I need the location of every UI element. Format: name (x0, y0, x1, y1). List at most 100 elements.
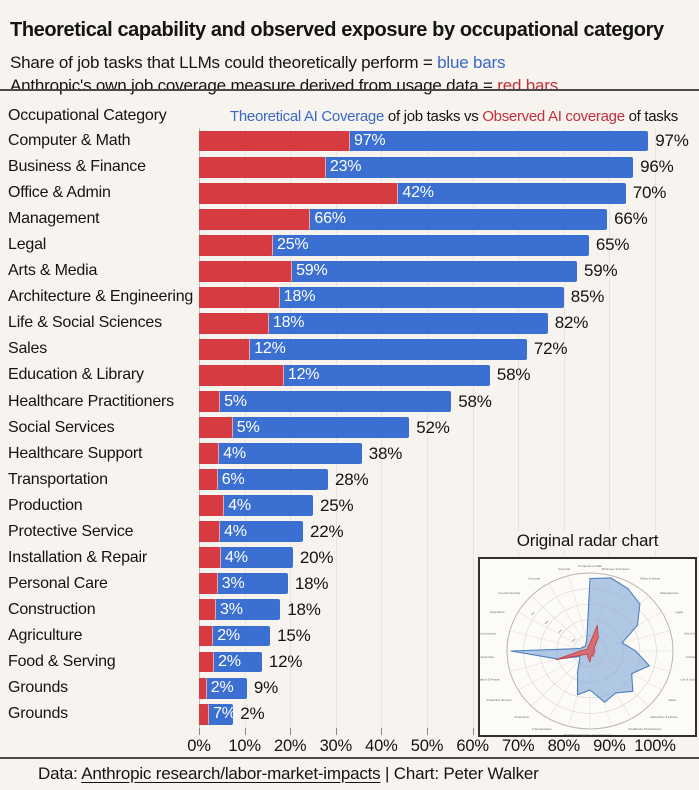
radar-scale-tick (531, 611, 535, 616)
observed-coverage-bar (199, 677, 207, 699)
radar-inset-title: Original radar chart (478, 531, 697, 551)
theoretical-value-label: 15% (277, 625, 311, 645)
radar-inset-box: Computer & Math Business & Finance Office … (478, 557, 697, 737)
chart-row: Transportation 6% 28% (0, 467, 699, 493)
radar-category-label: Agriculture (490, 610, 505, 614)
chart-row: Personal Care 3% 18% (0, 571, 699, 597)
category-label: Legal (8, 236, 47, 254)
observed-value-label: 2% (210, 679, 234, 697)
footer-credit: Chart: Peter Walker (393, 764, 539, 783)
theoretical-coverage-bar (199, 521, 303, 543)
gridline (518, 128, 520, 728)
subtitle-blue: Share of job tasks that LLMs could theor… (10, 53, 505, 73)
category-label: Installation & Repair (8, 548, 147, 566)
x-axis-tick (290, 728, 292, 735)
chart-row: Arts & Media 59% 59% (0, 258, 699, 284)
radar-category-label: Grounds (558, 567, 570, 571)
theoretical-coverage-bar (199, 312, 548, 334)
radar-spoke (531, 595, 591, 652)
chart-row: Education & Library 12% 58% (0, 362, 699, 388)
theoretical-coverage-bar (199, 391, 452, 412)
footer: Data: Anthropic research/labor-market-im… (38, 764, 539, 784)
observed-value-label: 2% (217, 626, 240, 644)
chart-row: Office & Admin 42% 70% (0, 180, 699, 206)
radar-category-label: Education & Library (651, 715, 678, 719)
x-axis-tick (427, 728, 428, 735)
radar-category-label: Protective Service (487, 698, 512, 702)
chart-row: Healthcare Support 4% 38% (0, 441, 699, 467)
observed-value-label: 59% (296, 262, 328, 280)
theoretical-coverage-bar (199, 677, 247, 699)
category-label: Personal Care (8, 574, 108, 592)
legend-tail-text: of tasks (624, 108, 679, 125)
observed-coverage-bar (199, 208, 311, 230)
chart-row: Legal 25% 65% (0, 232, 699, 258)
subtitle-red: Anthropic's own job coverage measure der… (10, 76, 558, 96)
theoretical-coverage-bar (199, 286, 564, 308)
category-label: Construction (8, 600, 96, 618)
chart-row: Construction 3% 18% (0, 597, 699, 623)
radar-category-label: Food & Serving (499, 591, 521, 595)
radar-category-label: Business & Finance (602, 567, 630, 571)
observed-value-label: 3% (220, 600, 243, 618)
radar-scale-tick (558, 629, 562, 633)
gridline (563, 128, 565, 728)
theoretical-coverage-bar (199, 573, 288, 595)
x-axis-tick-label: 40% (365, 737, 398, 755)
x-axis-tick (472, 728, 474, 735)
observed-coverage-bar (199, 573, 218, 595)
chart-row: Healthcare Practitioners 5% 58% (0, 389, 699, 415)
radar-category-label: Life & Social Sciences (680, 677, 695, 681)
category-label: Management (8, 210, 100, 228)
x-axis-tick (335, 728, 337, 735)
radar-category-label: Architecture & Engineering (686, 655, 695, 659)
theoretical-coverage-bar (199, 234, 589, 256)
chart-row: Life & Social Sciences 18% 82% (0, 310, 699, 336)
x-axis-tick-label: 60% (456, 737, 489, 755)
observed-value-label: 4% (225, 548, 248, 566)
x-axis-tick (199, 728, 200, 735)
radar-category-label: Social Services (592, 733, 614, 735)
category-label: Healthcare Support (8, 444, 143, 462)
theoretical-value-label: 2% (240, 704, 265, 724)
observed-value-label: 42% (402, 184, 434, 202)
x-axis-tick-label: 20% (273, 737, 307, 755)
observed-coverage-bar (199, 286, 280, 308)
radar-category-label: Personal Care (480, 655, 494, 659)
theoretical-value-label: 22% (310, 521, 344, 541)
category-label: Education & Library (8, 366, 144, 384)
radar-category-label: Arts & Media (684, 632, 695, 636)
observed-coverage-bar (199, 365, 284, 386)
observed-value-label: 5% (236, 418, 260, 436)
footer-source-link[interactable]: Anthropic research/labor-market-impacts (81, 764, 381, 783)
theoretical-value-label: 12% (268, 652, 303, 672)
theoretical-coverage-bar (199, 599, 281, 621)
x-axis-tick-label: 30% (319, 737, 353, 755)
x-axis-tick-label: 10% (228, 737, 261, 755)
category-label: Computer & Math (8, 132, 131, 150)
theoretical-value-label: 72% (533, 339, 568, 359)
legend-mid-text: of job tasks vs (384, 108, 483, 125)
observed-value-label: 6% (221, 470, 245, 488)
radar-spoke (509, 630, 591, 652)
legend-theoretical-term: Theoretical AI Coverage (230, 108, 385, 125)
footer-data-label: Data: (38, 764, 82, 783)
chart-row: Management 66% 66% (0, 206, 699, 232)
observed-value-label: 18% (283, 288, 316, 306)
chart-row: Grounds 7% 2% (0, 701, 699, 727)
category-label: Sales (8, 340, 48, 358)
gridline (427, 128, 428, 728)
observed-coverage-bar (199, 417, 233, 439)
x-axis-tick-label: 100% (634, 737, 676, 755)
bar-chart-plot-area: Computer & Math 97% 97% Business & Finance 2… (0, 128, 699, 760)
radar-category-label: Production (515, 715, 530, 719)
radar-scale-tick (544, 620, 549, 625)
chart-row: Social Services 5% 52% (0, 415, 699, 441)
observed-coverage-bar (199, 651, 215, 673)
theoretical-value-label: 85% (570, 287, 605, 307)
observed-value-label: 4% (228, 496, 251, 514)
theoretical-value-label: 66% (614, 209, 648, 229)
radar-observed-polygon (555, 624, 599, 663)
theoretical-coverage-bar (199, 625, 271, 647)
